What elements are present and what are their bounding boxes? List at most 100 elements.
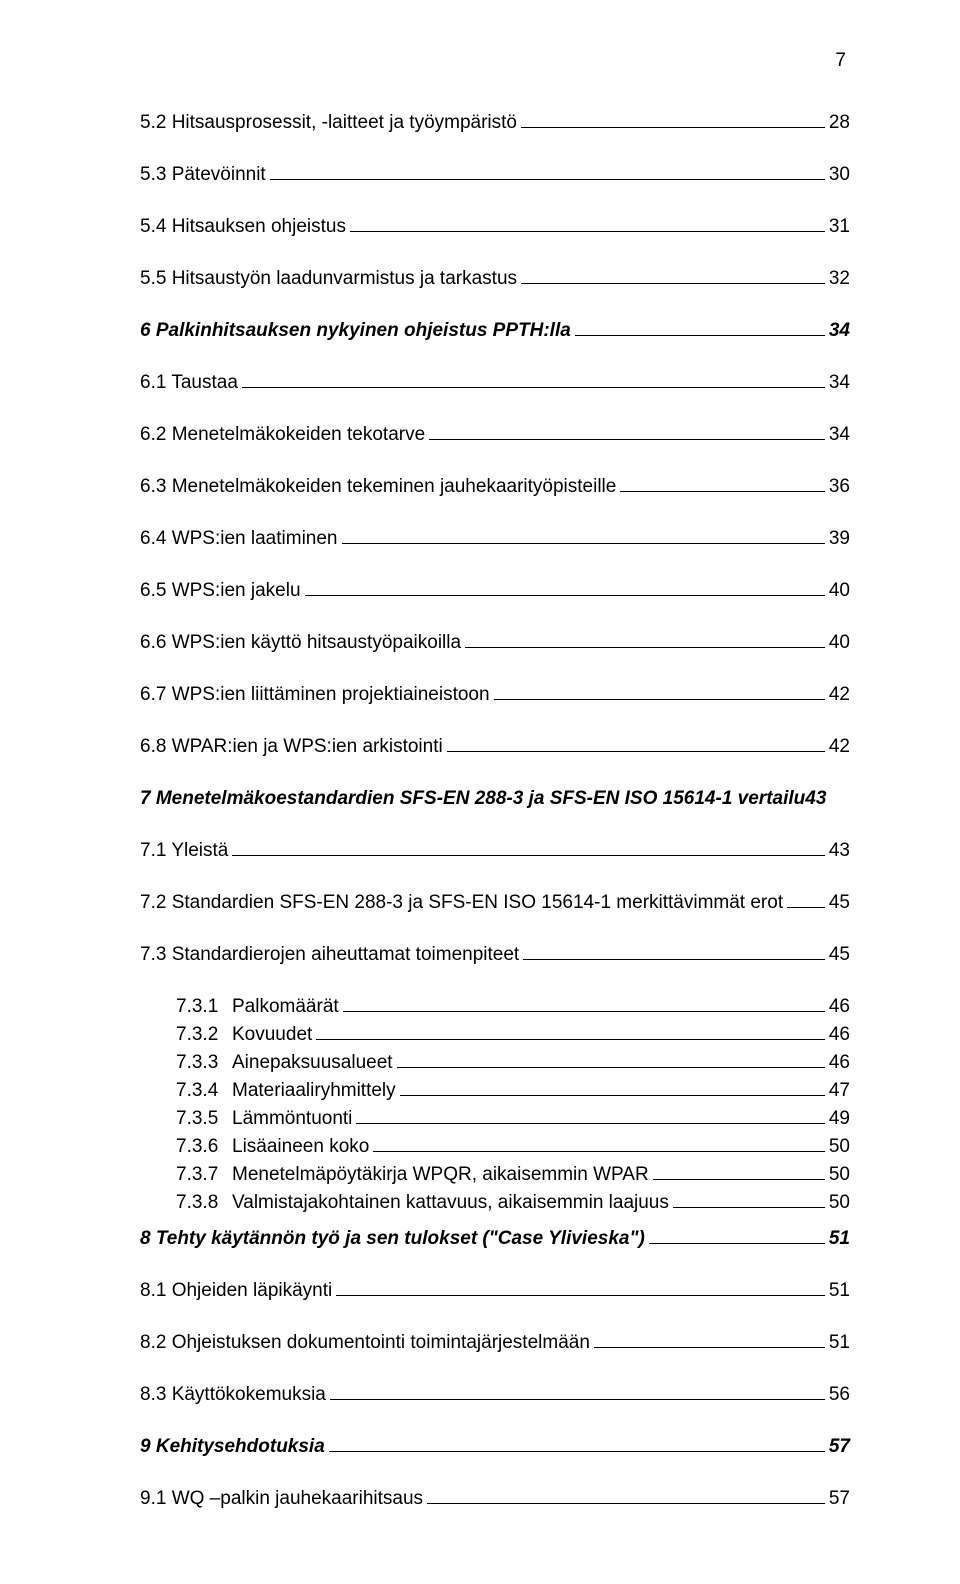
toc-entry: 8.1 Ohjeiden läpikäynti51 xyxy=(140,1280,850,1302)
toc-label: 6.8 WPAR:ien ja WPS:ien arkistointi xyxy=(140,736,443,758)
toc-entry: 6.7 WPS:ien liittäminen projektiaineisto… xyxy=(140,684,850,706)
toc-leader xyxy=(594,1347,825,1348)
toc-label: 6.6 WPS:ien käyttö hitsaustyöpaikoilla xyxy=(140,632,461,654)
toc-page: 40 xyxy=(829,632,850,654)
toc-page: 47 xyxy=(829,1080,850,1102)
toc-entry: 7.3.1Palkomäärät46 xyxy=(140,996,850,1018)
toc-page: 45 xyxy=(829,944,850,966)
toc-subnum: 7.3.7 xyxy=(176,1164,232,1186)
toc-entry: 9 Kehitysehdotuksia 57 xyxy=(140,1436,850,1458)
toc-entry: 7.1 Yleistä 43 xyxy=(140,840,850,862)
toc-leader xyxy=(620,491,825,492)
toc-label: 8.1 Ohjeiden läpikäynti xyxy=(140,1280,332,1302)
toc-entry: 7 Menetelmäkoestandardien SFS-EN 288-3 j… xyxy=(140,788,850,810)
toc-label: 6.4 WPS:ien laatiminen xyxy=(140,528,338,550)
toc-entry: 6 Palkinhitsauksen nykyinen ohjeistus PP… xyxy=(140,320,850,342)
toc-page: 34 xyxy=(829,372,850,394)
toc-page: 34 xyxy=(829,424,850,446)
toc-leader xyxy=(521,127,825,128)
toc-entry: 7.3.3Ainepaksuusalueet46 xyxy=(140,1052,850,1074)
toc-page: 43 xyxy=(829,840,850,862)
toc-page: 39 xyxy=(829,528,850,550)
table-of-contents: 5.2 Hitsausprosessit, -laitteet ja työym… xyxy=(140,112,850,1510)
toc-leader xyxy=(494,699,825,700)
toc-label: 6.7 WPS:ien liittäminen projektiaineisto… xyxy=(140,684,490,706)
toc-page: 50 xyxy=(829,1136,850,1158)
toc-label: 7.1 Yleistä xyxy=(140,840,228,862)
toc-label: 8 Tehty käytännön työ ja sen tulokset ("… xyxy=(140,1228,645,1250)
toc-leader xyxy=(316,1039,825,1040)
toc-leader xyxy=(649,1243,825,1244)
toc-page: 57 xyxy=(829,1436,850,1458)
toc-label: 7.3.4Materiaaliryhmittely xyxy=(176,1080,396,1102)
toc-entry: 6.3 Menetelmäkokeiden tekeminen jauhekaa… xyxy=(140,476,850,498)
toc-page: 51 xyxy=(829,1332,850,1354)
toc-page: 42 xyxy=(829,684,850,706)
toc-leader xyxy=(329,1451,825,1452)
toc-leader xyxy=(330,1399,825,1400)
toc-entry: 8.2 Ohjeistuksen dokumentointi toimintaj… xyxy=(140,1332,850,1354)
toc-entry: 7.3.8Valmistajakohtainen kattavuus, aika… xyxy=(140,1192,850,1214)
toc-leader xyxy=(336,1295,825,1296)
toc-label: 8.2 Ohjeistuksen dokumentointi toimintaj… xyxy=(140,1332,590,1354)
toc-page: 56 xyxy=(829,1384,850,1406)
toc-page: 46 xyxy=(829,1052,850,1074)
toc-entry: 9.1 WQ –palkin jauhekaarihitsaus57 xyxy=(140,1488,850,1510)
toc-entry: 6.1 Taustaa34 xyxy=(140,372,850,394)
page-number: 7 xyxy=(140,50,850,72)
toc-leader xyxy=(575,335,825,336)
toc-leader xyxy=(350,231,825,232)
toc-page: 32 xyxy=(829,268,850,290)
toc-page: 40 xyxy=(829,580,850,602)
toc-page: 50 xyxy=(829,1192,850,1214)
toc-entry: 7.3.2Kovuudet46 xyxy=(140,1024,850,1046)
toc-subnum: 7.3.1 xyxy=(176,996,232,1018)
toc-page: 49 xyxy=(829,1108,850,1130)
toc-leader xyxy=(397,1067,825,1068)
toc-leader xyxy=(305,595,825,596)
toc-label: 7.3.8Valmistajakohtainen kattavuus, aika… xyxy=(176,1192,669,1214)
toc-entry: 8 Tehty käytännön työ ja sen tulokset ("… xyxy=(140,1228,850,1250)
toc-leader xyxy=(447,751,825,752)
toc-entry: 8.3 Käyttökokemuksia56 xyxy=(140,1384,850,1406)
toc-subnum: 7.3.4 xyxy=(176,1080,232,1102)
toc-leader xyxy=(465,647,825,648)
toc-page: 42 xyxy=(829,736,850,758)
toc-label: 7.3.7Menetelmäpöytäkirja WPQR, aikaisemm… xyxy=(176,1164,649,1186)
toc-leader xyxy=(429,439,825,440)
toc-entry: 6.2 Menetelmäkokeiden tekotarve34 xyxy=(140,424,850,446)
toc-leader xyxy=(270,179,825,180)
toc-leader xyxy=(400,1095,825,1096)
toc-label: 9 Kehitysehdotuksia xyxy=(140,1436,325,1458)
toc-leader xyxy=(343,1011,825,1012)
toc-entry: 7.3.4Materiaaliryhmittely 47 xyxy=(140,1080,850,1102)
toc-entry: 5.3 Pätevöinnit 30 xyxy=(140,164,850,186)
toc-subnum: 7.3.3 xyxy=(176,1052,232,1074)
toc-leader xyxy=(232,855,824,856)
toc-entry: 7.3.7Menetelmäpöytäkirja WPQR, aikaisemm… xyxy=(140,1164,850,1186)
toc-page: 30 xyxy=(829,164,850,186)
toc-leader xyxy=(427,1503,825,1504)
toc-label: 5.2 Hitsausprosessit, -laitteet ja työym… xyxy=(140,112,517,134)
toc-leader xyxy=(342,543,825,544)
toc-page: 36 xyxy=(829,476,850,498)
toc-page: 31 xyxy=(829,216,850,238)
toc-leader xyxy=(523,959,825,960)
toc-label: 9.1 WQ –palkin jauhekaarihitsaus xyxy=(140,1488,423,1510)
toc-label: 5.3 Pätevöinnit xyxy=(140,164,266,186)
toc-entry: 6.6 WPS:ien käyttö hitsaustyöpaikoilla 40 xyxy=(140,632,850,654)
toc-label: 7.2 Standardien SFS-EN 288-3 ja SFS-EN I… xyxy=(140,892,783,914)
toc-label: 6 Palkinhitsauksen nykyinen ohjeistus PP… xyxy=(140,320,571,342)
toc-entry: 6.5 WPS:ien jakelu40 xyxy=(140,580,850,602)
toc-entry: 5.2 Hitsausprosessit, -laitteet ja työym… xyxy=(140,112,850,134)
toc-page: 46 xyxy=(829,1024,850,1046)
toc-entry: 6.8 WPAR:ien ja WPS:ien arkistointi 42 xyxy=(140,736,850,758)
toc-leader xyxy=(787,907,825,908)
toc-subnum: 7.3.8 xyxy=(176,1192,232,1214)
toc-label: 7.3.1Palkomäärät xyxy=(176,996,339,1018)
toc-entry: 5.5 Hitsaustyön laadunvarmistus ja tarka… xyxy=(140,268,850,290)
toc-leader xyxy=(242,387,825,388)
toc-entry: 5.4 Hitsauksen ohjeistus31 xyxy=(140,216,850,238)
toc-leader xyxy=(653,1179,825,1180)
toc-entry: 7.3.6Lisäaineen koko50 xyxy=(140,1136,850,1158)
